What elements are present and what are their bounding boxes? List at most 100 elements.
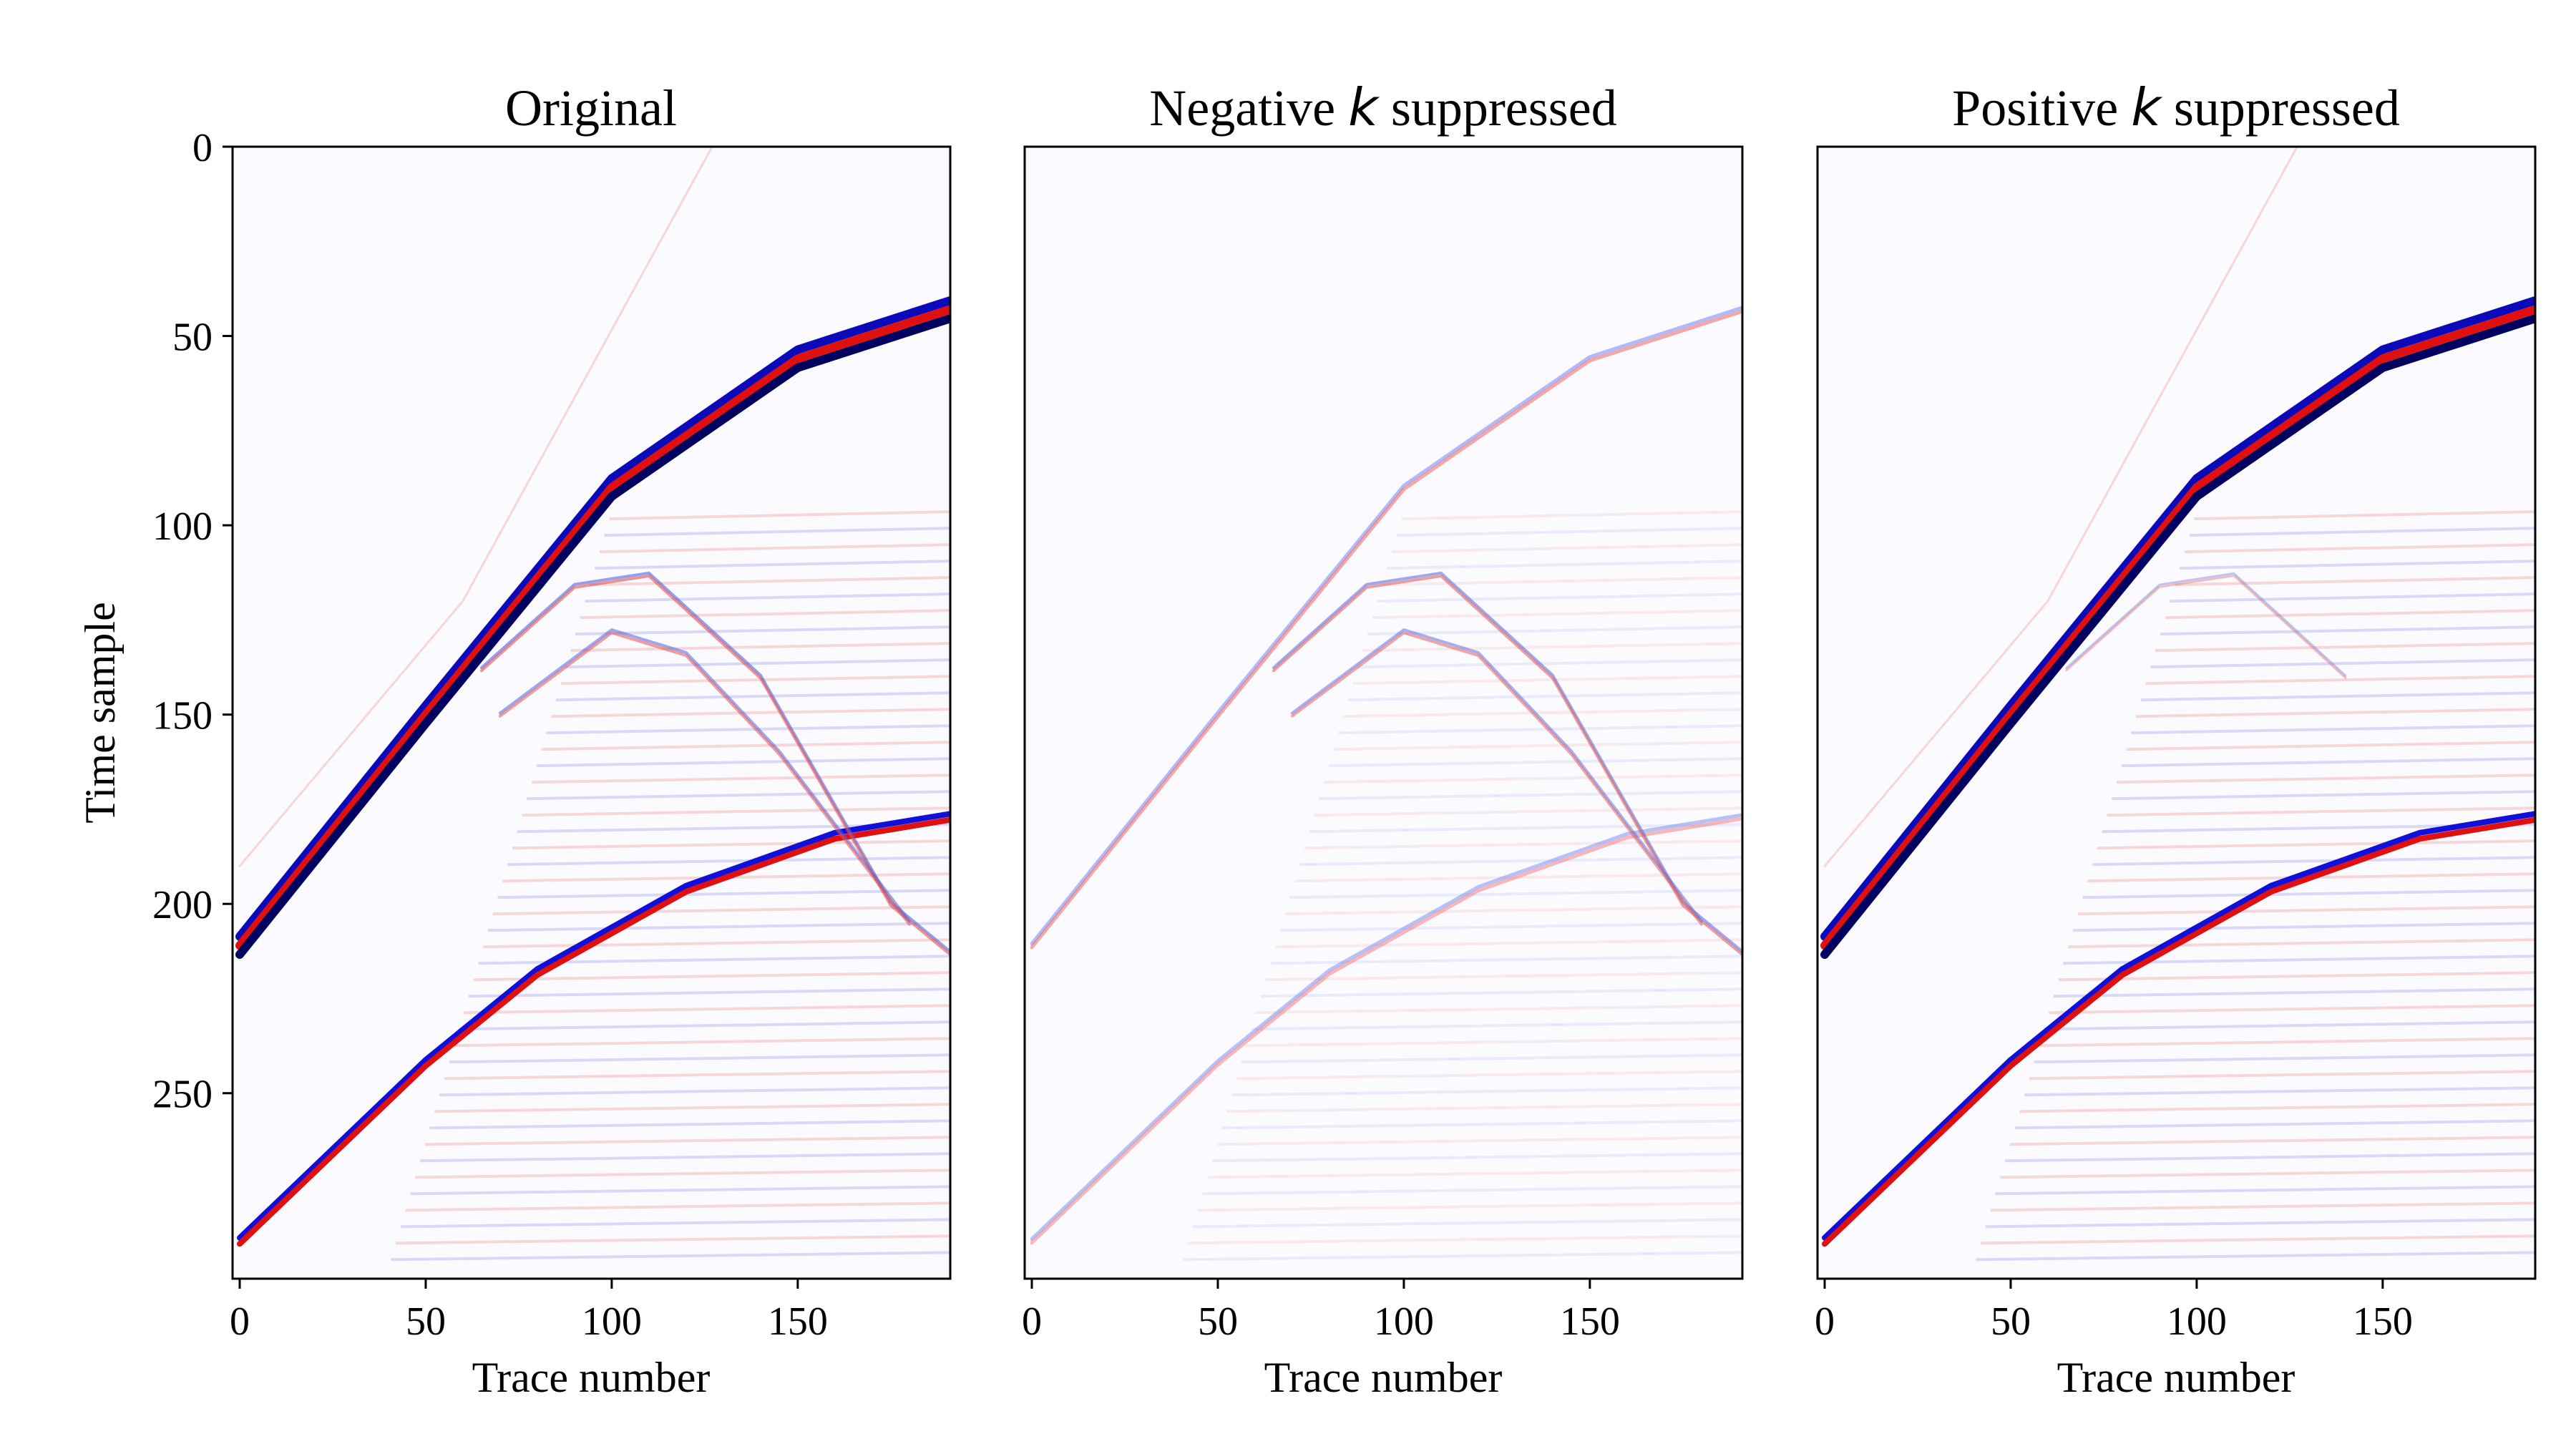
- event-diffraction-2: [498, 628, 911, 923]
- texture-band: [551, 708, 950, 718]
- plot-frame: [1816, 145, 2537, 1280]
- seismic-image: [1820, 147, 2535, 1262]
- texture-band: [599, 543, 950, 554]
- texture-band: [1995, 1185, 2535, 1196]
- texture-band: [459, 1020, 950, 1031]
- texture-band: [1387, 560, 1742, 570]
- texture-band: [396, 1234, 950, 1245]
- texture-band: [1333, 741, 1742, 751]
- texture-band: [2024, 1086, 2535, 1097]
- texture-band: [2019, 1103, 2535, 1113]
- texture-band: [1207, 1169, 1742, 1179]
- texture-band: [1284, 905, 1742, 916]
- texture-band: [2000, 1169, 2535, 1179]
- texture-band: [512, 839, 950, 850]
- texture-band: [1352, 675, 1742, 686]
- x-tick-label: 0: [1815, 1299, 1835, 1344]
- texture-band: [2082, 889, 2535, 899]
- texture-band: [449, 1053, 950, 1064]
- texture-band: [2107, 806, 2535, 817]
- texture-band: [2029, 1070, 2535, 1080]
- y-tick-label: 200: [152, 883, 213, 927]
- texture-band: [1347, 691, 1742, 702]
- texture-band: [1197, 1201, 1742, 1212]
- x-tick-label: 50: [406, 1299, 446, 1344]
- texture-band: [1246, 1037, 1742, 1048]
- event-direct-wave-strong: [235, 305, 950, 950]
- y-tick-label: 0: [192, 126, 213, 170]
- texture-band: [1396, 527, 1742, 537]
- texture-band: [2077, 905, 2535, 916]
- texture-band: [2053, 987, 2535, 998]
- event-direct-wave-weak: [1030, 309, 1742, 950]
- texture-band: [2009, 1136, 2535, 1146]
- texture-band: [1319, 790, 1742, 801]
- texture-band: [424, 1136, 950, 1146]
- texture-band: [609, 510, 950, 521]
- x-tick-label: 50: [1991, 1299, 2031, 1344]
- texture-band: [410, 1185, 950, 1196]
- texture-band: [391, 1251, 950, 1262]
- texture-band: [507, 856, 950, 867]
- texture-band: [1377, 592, 1742, 603]
- texture-band: [1401, 510, 1742, 521]
- texture-band: [2116, 774, 2535, 784]
- texture-band: [1372, 609, 1742, 620]
- texture-band: [541, 741, 950, 751]
- texture-band: [2189, 527, 2535, 537]
- x-tick-label: 100: [1374, 1299, 1434, 1344]
- texture-band: [1367, 625, 1742, 636]
- texture-band: [2131, 724, 2535, 735]
- texture-band: [1338, 724, 1742, 735]
- texture-band: [2034, 1053, 2535, 1064]
- x-axis-label: Trace number: [1264, 1354, 1503, 1401]
- texture-band: [2112, 790, 2535, 801]
- texture-band: [590, 576, 950, 587]
- event-direct-wave-strong: [235, 296, 950, 941]
- y-tick-label: 50: [172, 316, 213, 360]
- event-reflection-strong: [1822, 811, 2535, 1241]
- texture-band: [1314, 806, 1742, 817]
- texture-band: [1183, 1251, 1742, 1262]
- texture-band: [1241, 1053, 1742, 1064]
- texture-band: [1265, 971, 1742, 982]
- texture-band: [2170, 592, 2535, 603]
- panel-title: Negative k suppressed: [1149, 77, 1617, 137]
- texture-band: [555, 691, 950, 702]
- event-diffraction-1: [2065, 572, 2347, 677]
- texture-band: [1323, 774, 1742, 784]
- y-tick-label: 250: [152, 1073, 213, 1117]
- texture-band: [415, 1169, 950, 1179]
- texture-band: [575, 625, 950, 636]
- panel-positive-k-suppressed: Positive k suppressed 0 50 100 150 Trace nu…: [1815, 77, 2537, 1401]
- texture-band: [2049, 1004, 2535, 1015]
- texture-band: [1391, 543, 1742, 554]
- x-tick-label: 0: [1022, 1299, 1042, 1344]
- texture-band: [536, 757, 950, 768]
- texture-band: [2175, 576, 2535, 587]
- texture-band: [1236, 1070, 1742, 1080]
- texture-band: [2160, 625, 2535, 636]
- panel-negative-k-suppressed: Negative k suppressed 0 50 100 150 Trace nu…: [1022, 77, 1744, 1401]
- x-axis-label: Trace number: [2057, 1354, 2296, 1401]
- texture-band: [1216, 1136, 1742, 1146]
- panel-title: Positive k suppressed: [1952, 77, 2400, 137]
- texture-band: [2039, 1037, 2535, 1048]
- event-direct-wave-strong: [235, 314, 950, 959]
- texture-band: [2014, 1119, 2535, 1130]
- texture-band: [492, 905, 950, 916]
- texture-band: [1256, 1004, 1742, 1015]
- event-diffraction-2: [498, 631, 911, 926]
- texture-band: [585, 592, 950, 603]
- texture-band: [444, 1070, 950, 1080]
- texture-band: [2092, 856, 2535, 867]
- texture-band: [1202, 1185, 1742, 1196]
- x-tick-label: 150: [2353, 1299, 2413, 1344]
- texture-band: [1382, 576, 1742, 587]
- x-axis-label: Trace number: [472, 1354, 711, 1401]
- texture-band: [2184, 543, 2535, 554]
- x-ticks: 0 50 100 150: [1815, 1279, 2413, 1344]
- plot-frame: [1023, 145, 1744, 1280]
- texture-band: [2165, 609, 2535, 620]
